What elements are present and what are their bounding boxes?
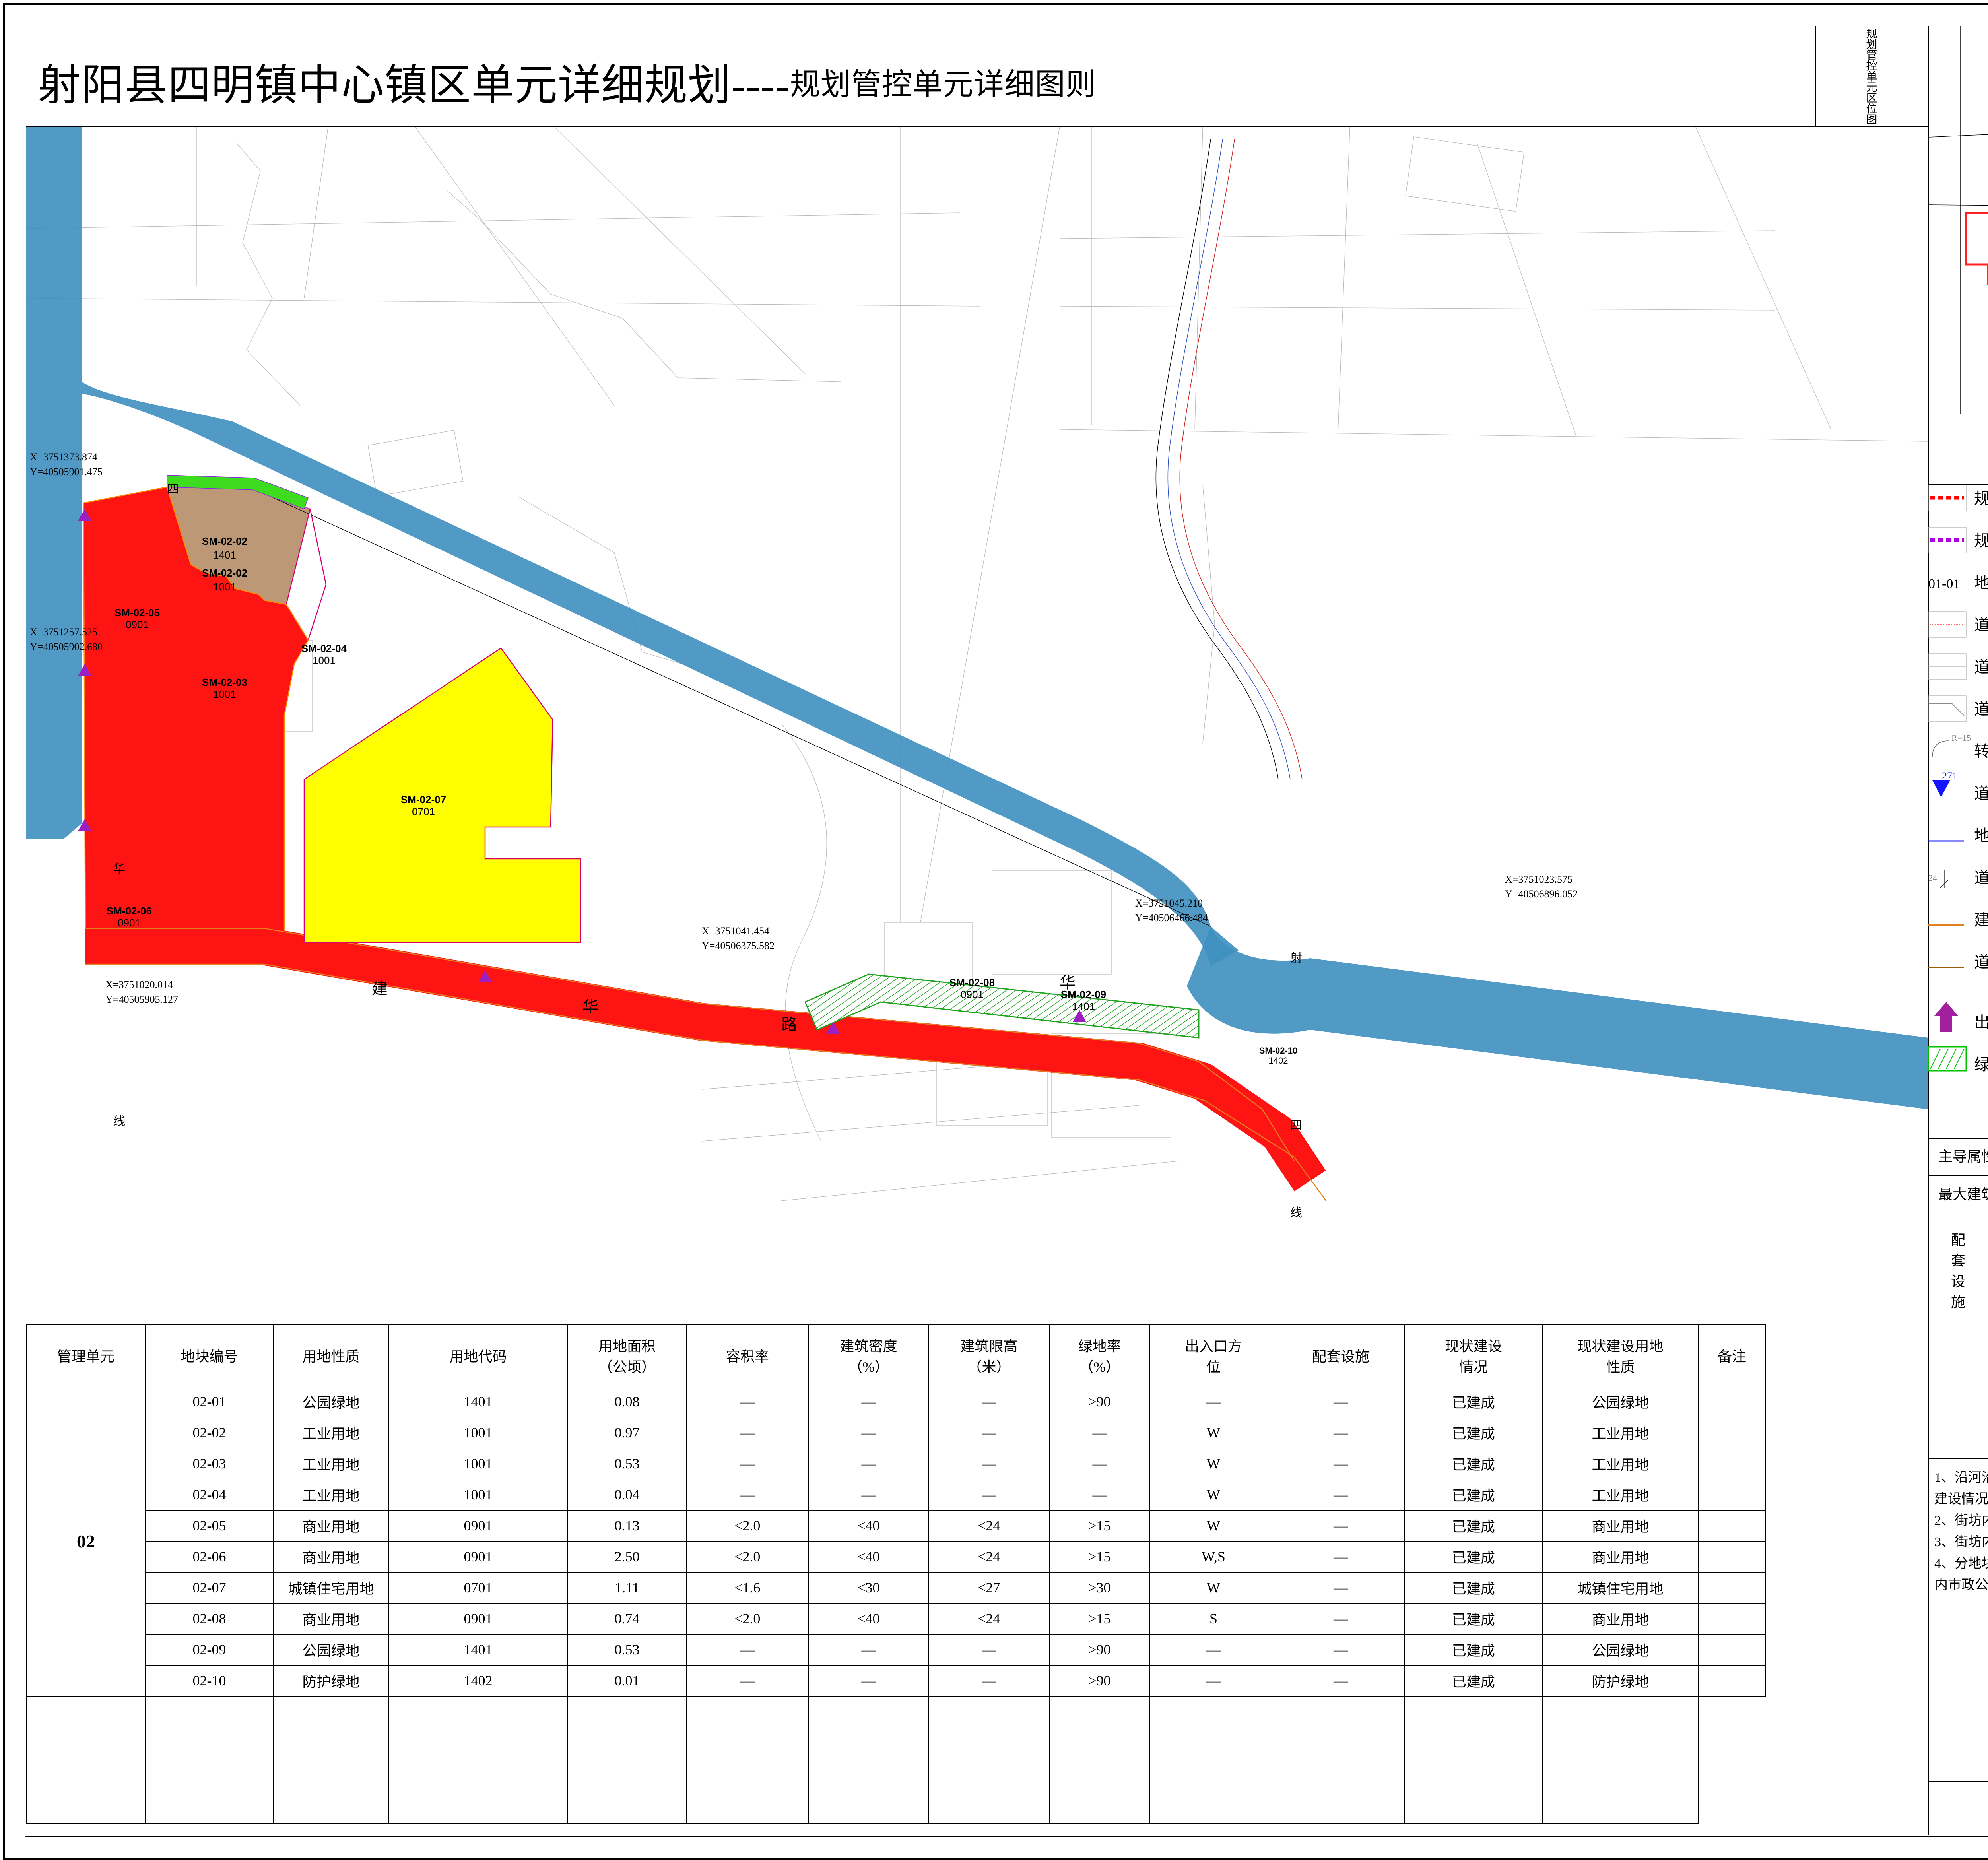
svg-text:1401: 1401	[1072, 1000, 1095, 1012]
svg-text:X=3751257.525: X=3751257.525	[30, 626, 97, 638]
svg-text:地块编码: 地块编码	[1974, 574, 1988, 592]
svg-text:0901: 0901	[126, 619, 149, 631]
svg-text:Y=40505902.680: Y=40505902.680	[30, 641, 103, 652]
svg-text:地块标高: 地块标高	[1974, 827, 1988, 845]
svg-text:SM-02-07: SM-02-07	[401, 794, 446, 806]
svg-text:华: 华	[113, 862, 125, 876]
svg-text:01-01: 01-01	[1928, 577, 1960, 591]
svg-text:SM-02-08: SM-02-08	[949, 977, 995, 988]
svg-text:271: 271	[1942, 770, 1957, 782]
svg-text:0901: 0901	[118, 917, 141, 929]
svg-text:X=3751023.575: X=3751023.575	[1505, 874, 1573, 885]
svg-text:射: 射	[1290, 952, 1302, 965]
svg-text:道路宽度(米): 道路宽度(米)	[1974, 869, 1988, 887]
svg-text:Y=40506896.052: Y=40506896.052	[1505, 888, 1578, 900]
svg-text:SM-02-04: SM-02-04	[301, 643, 347, 654]
svg-text:绿地绿线及宽度(米): 绿地绿线及宽度(米)	[1974, 1056, 1988, 1074]
svg-text:线: 线	[1290, 1206, 1302, 1219]
svg-text:X=3751041.454: X=3751041.454	[702, 925, 769, 937]
svg-text:路: 路	[781, 1015, 797, 1033]
svg-text:1001: 1001	[313, 654, 336, 666]
svg-text:四: 四	[167, 483, 179, 496]
svg-text:0701: 0701	[412, 806, 435, 817]
svg-text:X=3751020.014: X=3751020.014	[105, 979, 173, 990]
svg-text:X=3751045.210: X=3751045.210	[1135, 897, 1203, 909]
svg-text:Y=40505901.475: Y=40505901.475	[30, 466, 103, 478]
svg-text:Y=40505905.127: Y=40505905.127	[105, 994, 178, 1005]
svg-text:1001: 1001	[213, 581, 236, 593]
svg-text:X=3751373.874: X=3751373.874	[30, 451, 97, 463]
svg-text:华: 华	[1060, 974, 1076, 992]
svg-text:规划范围: 规划范围	[1974, 532, 1988, 549]
svg-text:道路控制点坐标: 道路控制点坐标	[1974, 700, 1988, 718]
svg-text:R=15: R=15	[1951, 733, 1971, 743]
svg-text:0901: 0901	[961, 988, 984, 1000]
svg-text:1402: 1402	[1269, 1056, 1288, 1066]
svg-text:线: 线	[113, 1115, 125, 1128]
svg-text:1401: 1401	[213, 549, 236, 561]
svg-text:SM-02-05: SM-02-05	[115, 607, 160, 619]
svg-text:道路禁止开口控制线: 道路禁止开口控制线	[1974, 953, 1988, 971]
svg-text:道路用地: 道路用地	[1974, 658, 1988, 676]
svg-text:Y=40506466.484: Y=40506466.484	[1135, 912, 1208, 924]
svg-text:SM-02-02: SM-02-02	[202, 567, 247, 579]
svg-text:转弯半径(米): 转弯半径(米)	[1974, 742, 1988, 760]
svg-text:建筑退让线: 建筑退让线	[1974, 911, 1988, 929]
svg-text:出入口位置: 出入口位置	[1974, 1013, 1988, 1031]
svg-text:规划管控单元界线: 规划管控单元界线	[1974, 489, 1988, 507]
svg-text:SM-02-03: SM-02-03	[202, 676, 247, 688]
svg-text:SM-02-02: SM-02-02	[202, 535, 247, 547]
svg-text:建: 建	[372, 980, 388, 998]
svg-text:华: 华	[582, 998, 598, 1015]
svg-text:道路控制点标高: 道路控制点标高	[1974, 784, 1988, 802]
svg-text:SM-02-10: SM-02-10	[1259, 1046, 1298, 1056]
svg-text:24: 24	[1928, 873, 1937, 883]
svg-text:1001: 1001	[213, 688, 236, 700]
svg-text:SM-02-06: SM-02-06	[107, 905, 152, 917]
svg-text:Y=40506375.582: Y=40506375.582	[702, 940, 775, 951]
svg-text:四: 四	[1290, 1119, 1302, 1132]
svg-text:道路中心线: 道路中心线	[1974, 616, 1988, 634]
